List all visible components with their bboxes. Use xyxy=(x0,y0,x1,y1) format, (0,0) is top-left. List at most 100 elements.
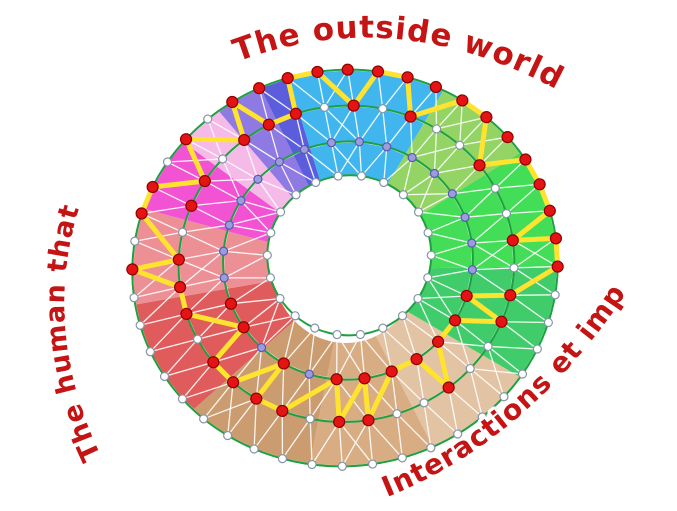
red-node xyxy=(237,321,250,334)
red-node xyxy=(330,373,343,386)
mesh-node xyxy=(310,323,320,333)
mesh-node xyxy=(130,236,140,246)
red-node xyxy=(533,178,546,191)
red-node xyxy=(224,297,238,310)
mesh-node xyxy=(177,227,188,237)
mesh-node xyxy=(477,412,487,422)
mesh-node xyxy=(249,444,259,454)
mesh-node xyxy=(192,334,203,344)
mesh-node xyxy=(145,347,155,357)
mesh-node xyxy=(354,137,364,147)
red-node xyxy=(341,63,354,76)
red-node xyxy=(401,71,414,84)
red-node xyxy=(506,234,519,247)
mesh-node xyxy=(429,168,440,179)
mesh-node xyxy=(277,454,288,464)
red-node xyxy=(495,315,508,328)
red-node xyxy=(135,207,148,220)
mesh-node xyxy=(413,207,424,217)
red-node xyxy=(371,65,385,78)
mesh-node xyxy=(426,250,436,260)
red-node xyxy=(173,281,187,294)
red-node xyxy=(549,232,563,245)
mesh-node xyxy=(532,344,542,354)
torus-mesh xyxy=(126,63,564,471)
mesh-node xyxy=(266,228,276,238)
mesh-node xyxy=(431,124,442,134)
mesh-node xyxy=(274,157,284,167)
red-node xyxy=(504,289,517,302)
mesh-node xyxy=(333,171,343,181)
mesh-node xyxy=(467,238,477,248)
mesh-node xyxy=(332,329,342,340)
red-node xyxy=(551,260,564,273)
mesh-node xyxy=(467,265,477,275)
red-node xyxy=(311,65,324,79)
mesh-node xyxy=(397,311,408,321)
red-node xyxy=(431,335,445,348)
mesh-node xyxy=(305,414,315,424)
mesh-node xyxy=(483,341,493,352)
mesh-node xyxy=(275,293,285,304)
red-node xyxy=(180,307,193,321)
mesh-node xyxy=(397,453,407,463)
red-node xyxy=(501,131,514,144)
mesh-node xyxy=(355,329,366,340)
mesh-node xyxy=(453,429,463,439)
mesh-node xyxy=(291,190,301,200)
red-node xyxy=(172,253,185,266)
mesh-node xyxy=(509,263,519,273)
red-node xyxy=(276,404,289,418)
mesh-node xyxy=(265,273,276,283)
mesh-node xyxy=(307,459,317,470)
mesh-node xyxy=(460,212,470,222)
red-node xyxy=(289,107,302,120)
mesh-node xyxy=(499,392,509,402)
red-node xyxy=(185,199,198,212)
red-node xyxy=(262,118,275,131)
mesh-node xyxy=(423,228,433,238)
mesh-node xyxy=(219,273,229,283)
red-node xyxy=(404,110,417,123)
red-node xyxy=(362,414,375,427)
mesh-node xyxy=(275,207,286,217)
mesh-node xyxy=(218,246,229,256)
mesh-node xyxy=(159,371,170,382)
mesh-node xyxy=(378,323,388,333)
red-node xyxy=(333,415,346,429)
red-node xyxy=(226,95,239,109)
sector-red xyxy=(135,280,295,410)
mesh-node xyxy=(550,290,560,300)
mesh-node xyxy=(501,209,512,219)
mesh-node xyxy=(465,363,475,374)
mesh-node xyxy=(299,144,309,155)
red-node xyxy=(179,133,193,146)
label-human-that-i-am-text: The human that I am xyxy=(0,0,109,469)
red-node xyxy=(207,356,220,369)
red-node xyxy=(227,376,240,389)
red-node xyxy=(238,133,251,147)
red-node xyxy=(473,159,486,172)
red-node xyxy=(277,357,290,370)
mesh-node xyxy=(543,317,553,328)
mesh-node xyxy=(413,293,423,304)
red-node xyxy=(460,289,473,303)
mesh-node xyxy=(162,157,173,167)
mesh-node xyxy=(199,414,209,424)
mesh-node xyxy=(177,394,188,404)
mesh-node xyxy=(398,190,408,200)
mesh-node xyxy=(367,459,378,469)
mesh-node xyxy=(379,177,389,188)
mesh-node xyxy=(304,369,314,379)
mesh-node xyxy=(236,196,246,206)
mesh-node xyxy=(262,250,272,260)
mesh-node xyxy=(203,114,213,124)
mesh-node xyxy=(356,171,367,181)
red-node xyxy=(146,180,159,194)
mesh-node xyxy=(419,398,429,408)
mesh-node xyxy=(256,342,267,353)
mesh-node xyxy=(423,273,433,283)
red-node xyxy=(281,72,294,85)
mesh-node xyxy=(319,102,330,112)
mesh-node xyxy=(218,154,228,164)
